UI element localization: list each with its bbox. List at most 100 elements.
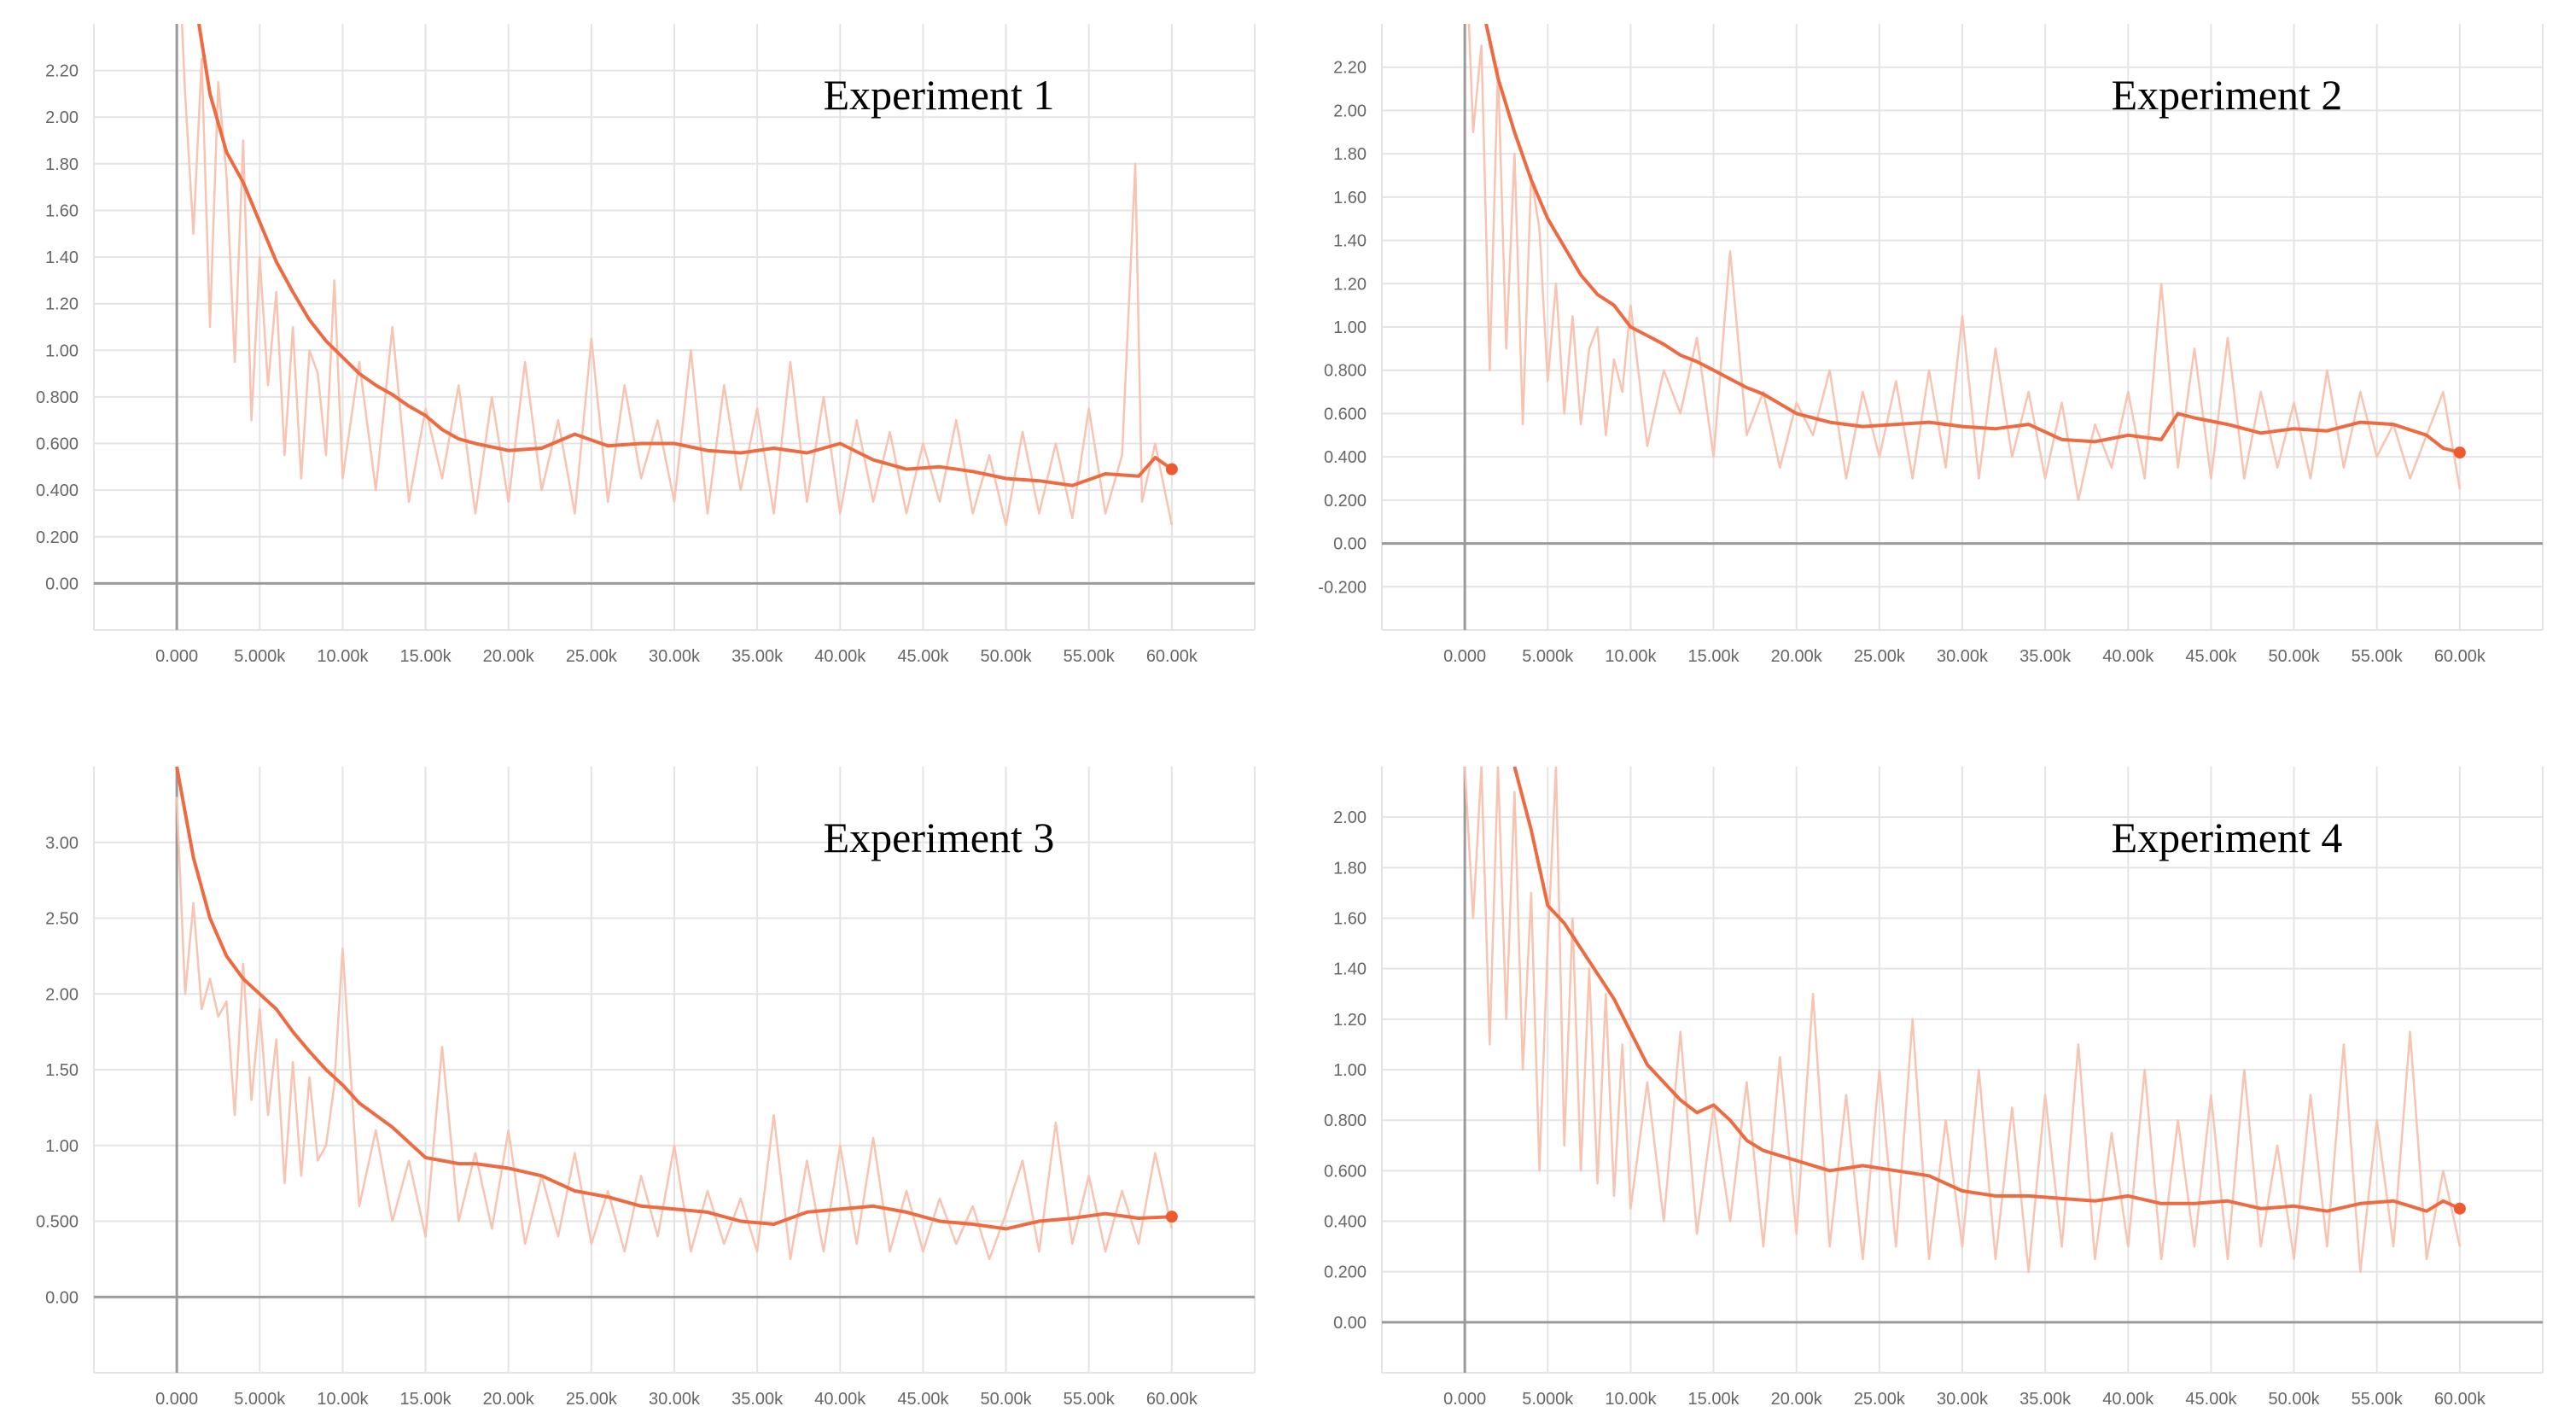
x-tick-label: 25.00k bbox=[1854, 647, 1906, 666]
y-grid bbox=[1382, 66, 2543, 588]
raw-series-line bbox=[1467, 24, 2462, 502]
x-tick-label: 25.00k bbox=[566, 647, 618, 666]
x-tick-label: 60.00k bbox=[1146, 1390, 1198, 1409]
y-tick-label: 1.00 bbox=[45, 1137, 79, 1156]
y-tick-label: 3.00 bbox=[45, 834, 79, 853]
chart-title: Experiment 1 bbox=[824, 71, 1055, 119]
y-tick-label: 0.00 bbox=[45, 1288, 79, 1307]
series-end-marker bbox=[1165, 463, 1178, 476]
y-tick-label: 0.600 bbox=[1324, 405, 1367, 423]
chart-title: Experiment 3 bbox=[824, 814, 1055, 861]
x-tick-label: 15.00k bbox=[400, 647, 452, 666]
y-tick-label: 1.20 bbox=[1333, 275, 1367, 294]
raw-series-line bbox=[180, 24, 1174, 527]
x-tick-label: 5.000k bbox=[1522, 1390, 1574, 1409]
y-tick-label: 0.200 bbox=[36, 528, 79, 547]
x-tick-label: 10.00k bbox=[317, 1390, 369, 1409]
y-tick-label: 2.20 bbox=[1333, 59, 1367, 78]
raw-series-line bbox=[1463, 767, 2462, 1273]
y-tick-label: 0.600 bbox=[36, 435, 79, 454]
x-tick-label: 45.00k bbox=[2185, 647, 2237, 666]
y-tick-label: 0.800 bbox=[36, 388, 79, 407]
series-end-marker bbox=[2453, 446, 2466, 459]
x-tick-label: 50.00k bbox=[2269, 1390, 2321, 1409]
x-tick-label: 20.00k bbox=[1771, 647, 1823, 666]
x-tick-label: 40.00k bbox=[2102, 1390, 2154, 1409]
chart-panel-experiment-2: 0.000 5.000k 10.00k 15.00k 20.00k 25.00k 30.00… bbox=[1288, 0, 2576, 675]
chart-title: Experiment 4 bbox=[2112, 814, 2343, 861]
y-tick-label: 1.00 bbox=[1333, 1061, 1367, 1080]
chart-svg: 0.000 5.000k 10.00k 15.00k 20.00k 25.00k 30.00… bbox=[36, 24, 1256, 666]
smoothed-series-line bbox=[197, 24, 1174, 487]
x-tick-label: 15.00k bbox=[1688, 647, 1740, 666]
y-grid bbox=[94, 69, 1255, 585]
y-tick-label: 1.00 bbox=[1333, 318, 1367, 337]
y-tick-label: 2.50 bbox=[45, 910, 79, 929]
y-tick-label: 2.00 bbox=[1333, 808, 1367, 827]
x-tick-label: 50.00k bbox=[981, 647, 1033, 666]
x-tick-label: 25.00k bbox=[566, 1390, 618, 1409]
y-tick-label: 0.400 bbox=[36, 481, 79, 500]
x-tick-label: 40.00k bbox=[814, 647, 866, 666]
y-tick-label: 1.40 bbox=[1333, 960, 1367, 979]
x-grid bbox=[93, 24, 1256, 630]
y-tick-label: 0.500 bbox=[36, 1213, 79, 1232]
y-tick-label: 0.200 bbox=[1324, 1263, 1367, 1282]
y-tick-label: 0.00 bbox=[1333, 1314, 1367, 1333]
y-tick-label: 1.60 bbox=[1333, 189, 1367, 207]
y-tick-label: 2.20 bbox=[45, 62, 79, 81]
x-tick-label: 0.000 bbox=[1443, 1390, 1486, 1409]
x-tick-label: 30.00k bbox=[649, 1390, 701, 1409]
x-tick-label: 10.00k bbox=[317, 647, 369, 666]
x-tick-label: 20.00k bbox=[483, 1390, 535, 1409]
x-tick-label: 10.00k bbox=[1605, 1390, 1657, 1409]
smoothed-series-line bbox=[1484, 24, 2461, 455]
x-tick-label: 60.00k bbox=[2434, 647, 2486, 666]
chart-svg: 0.000 5.000k 10.00k 15.00k 20.00k 25.00k 30.00… bbox=[1318, 24, 2544, 666]
y-tick-label: 0.00 bbox=[1333, 535, 1367, 554]
x-tick-label: 55.00k bbox=[1064, 647, 1116, 666]
x-tick-label: 35.00k bbox=[2019, 1390, 2072, 1409]
x-tick-label: 60.00k bbox=[2434, 1390, 2486, 1409]
x-tick-label: 10.00k bbox=[1605, 647, 1657, 666]
x-tick-label: 45.00k bbox=[897, 647, 949, 666]
y-tick-label: 0.00 bbox=[45, 575, 79, 593]
x-tick-label: 30.00k bbox=[649, 647, 701, 666]
y-tick-label: 1.60 bbox=[45, 201, 79, 220]
x-tick-label: 35.00k bbox=[2019, 647, 2072, 666]
chart-title: Experiment 2 bbox=[2112, 71, 2343, 119]
y-tick-label: 1.60 bbox=[1333, 910, 1367, 929]
x-tick-label: 0.000 bbox=[1443, 647, 1486, 666]
chart-panel-experiment-1: 0.000 5.000k 10.00k 15.00k 20.00k 25.00k 30.00… bbox=[0, 0, 1288, 675]
y-tick-label: 0.800 bbox=[1324, 362, 1367, 381]
y-tick-label: 2.00 bbox=[45, 108, 79, 127]
series-end-marker bbox=[2453, 1202, 2466, 1215]
x-tick-label: 0.000 bbox=[155, 1390, 198, 1409]
y-tick-label: 0.600 bbox=[1324, 1162, 1367, 1181]
y-tick-label: 0.200 bbox=[1324, 492, 1367, 511]
chart-panel-experiment-3: 0.000 5.000k 10.00k 15.00k 20.00k 25.00k 30.00… bbox=[0, 743, 1288, 1418]
x-tick-label: 60.00k bbox=[1146, 647, 1198, 666]
y-tick-label: 0.400 bbox=[1324, 1213, 1367, 1232]
x-tick-label: 15.00k bbox=[1688, 1390, 1740, 1409]
y-tick-label: -0.200 bbox=[1318, 578, 1367, 597]
y-tick-label: 1.20 bbox=[45, 295, 79, 314]
x-tick-label: 25.00k bbox=[1854, 1390, 1906, 1409]
x-tick-label: 55.00k bbox=[2352, 1390, 2404, 1409]
smoothed-series-line bbox=[1512, 767, 2461, 1213]
x-tick-label: 40.00k bbox=[2102, 647, 2154, 666]
x-tick-label: 35.00k bbox=[731, 1390, 784, 1409]
x-tick-label: 5.000k bbox=[234, 1390, 286, 1409]
y-tick-label: 2.00 bbox=[1333, 102, 1367, 120]
smoothed-series-line bbox=[175, 767, 1172, 1231]
y-tick-label: 1.40 bbox=[1333, 232, 1367, 251]
x-tick-label: 20.00k bbox=[1771, 1390, 1823, 1409]
y-tick-label: 1.80 bbox=[1333, 145, 1367, 164]
y-tick-label: 1.40 bbox=[45, 248, 79, 267]
y-tick-label: 1.20 bbox=[1333, 1011, 1367, 1030]
x-tick-label: 45.00k bbox=[2185, 1390, 2237, 1409]
y-tick-label: 2.00 bbox=[45, 985, 79, 1004]
x-tick-label: 0.000 bbox=[155, 647, 198, 666]
x-tick-label: 30.00k bbox=[1937, 1390, 1989, 1409]
x-tick-label: 55.00k bbox=[2352, 647, 2404, 666]
